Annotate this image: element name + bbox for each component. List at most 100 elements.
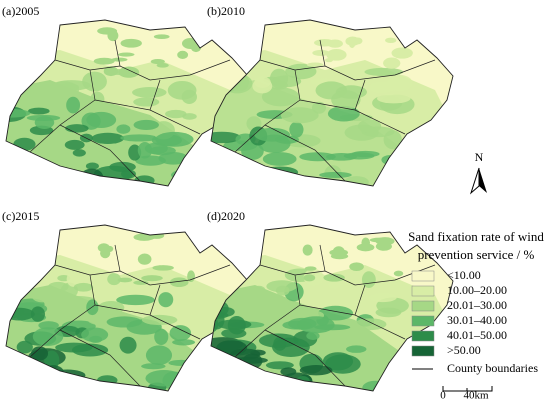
patch <box>118 66 140 78</box>
patch <box>65 124 89 133</box>
patch <box>6 66 20 79</box>
patch <box>13 137 36 151</box>
patch <box>261 87 300 107</box>
patch <box>90 91 105 108</box>
patch <box>117 52 135 57</box>
patch <box>262 166 299 179</box>
patch <box>224 178 237 186</box>
legend-swatch <box>411 300 435 312</box>
patch <box>221 328 247 339</box>
patch <box>353 318 387 331</box>
county-boundary <box>29 244 231 387</box>
patch <box>186 176 201 186</box>
patch <box>119 336 137 354</box>
map-panel: (b)2010 <box>207 4 454 187</box>
patch <box>154 328 169 346</box>
patch <box>120 38 142 48</box>
patch <box>275 135 300 144</box>
patch <box>323 273 345 282</box>
patch <box>62 377 86 391</box>
region-outline <box>5 19 249 187</box>
patch <box>361 271 376 289</box>
patch <box>72 149 86 157</box>
patch <box>85 162 99 170</box>
patch <box>145 369 183 387</box>
scale-start: 0 <box>440 390 446 402</box>
scale-bar: 0 40km <box>440 386 493 402</box>
patch <box>217 319 252 330</box>
legend-title: Sand fixation rate of wind <box>408 229 544 244</box>
patch <box>266 380 279 390</box>
patch <box>31 346 49 361</box>
patch <box>385 37 397 44</box>
legend-label: 40.01–50.00 <box>447 328 507 342</box>
patch <box>169 325 192 341</box>
patch <box>116 294 155 306</box>
patch <box>116 124 131 134</box>
region-outline <box>210 224 454 392</box>
patch <box>376 93 411 104</box>
patch <box>306 331 320 340</box>
patch <box>141 275 163 282</box>
patch <box>181 89 197 104</box>
patch <box>49 369 86 382</box>
patch <box>322 352 354 371</box>
patch <box>107 273 121 286</box>
patch <box>168 359 195 366</box>
patch <box>265 361 294 370</box>
patch <box>86 111 117 128</box>
patch <box>323 74 342 79</box>
patch <box>137 253 152 265</box>
patch <box>52 80 91 91</box>
patch <box>158 152 189 165</box>
legend: Sand fixation rate of wind prevention se… <box>408 229 544 402</box>
patch <box>7 382 48 391</box>
patch <box>356 243 375 252</box>
patch <box>368 81 395 94</box>
patch <box>141 363 166 370</box>
patch <box>326 153 357 161</box>
patch <box>319 171 352 179</box>
panel-label: (d)2020 <box>207 209 245 223</box>
legend-label: 10.00–20.00 <box>447 283 507 297</box>
patch <box>314 39 336 47</box>
patch <box>137 141 153 159</box>
patch <box>9 367 43 383</box>
map-panel: (c)2015 <box>2 209 249 392</box>
patch <box>327 105 360 122</box>
patch <box>35 169 69 181</box>
patch <box>299 152 336 162</box>
patch <box>32 292 53 303</box>
patch <box>375 242 392 251</box>
legend-swatch <box>411 330 435 342</box>
patch <box>120 134 159 142</box>
legend-label: <10.00 <box>447 268 481 282</box>
patch <box>153 34 170 40</box>
legend-swatch <box>411 315 435 327</box>
patch <box>6 369 29 382</box>
map-fill <box>6 225 248 391</box>
patch <box>299 365 333 376</box>
patch <box>27 166 42 181</box>
county-boundary <box>234 244 436 387</box>
panel-label: (a)2005 <box>2 4 39 18</box>
patch <box>73 282 94 292</box>
patch <box>145 345 173 366</box>
patch <box>387 177 406 186</box>
patch <box>38 321 59 330</box>
legend-title: prevention service / % <box>418 247 535 262</box>
patch <box>69 172 100 181</box>
patch <box>326 49 347 61</box>
patch <box>80 168 104 186</box>
patch <box>375 307 402 318</box>
patch <box>158 292 174 308</box>
legend-label: 20.01–30.00 <box>447 298 507 312</box>
patch <box>150 59 165 65</box>
patch <box>6 363 31 382</box>
patch <box>111 57 128 62</box>
patch <box>16 340 33 354</box>
patch <box>132 87 167 98</box>
patch <box>155 131 194 147</box>
north-label: N <box>475 150 484 164</box>
patch <box>369 292 397 303</box>
